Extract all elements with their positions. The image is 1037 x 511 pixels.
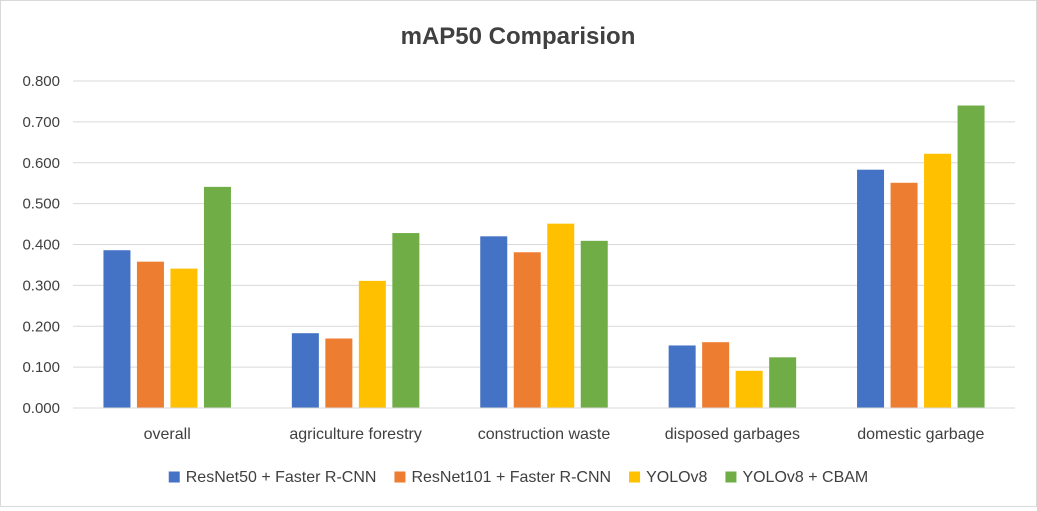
legend: ResNet50 + Faster R-CNN ResNet101 + Faste…: [168, 469, 868, 486]
legend-label: YOLOv8: [646, 469, 707, 486]
x-tick-label: construction waste: [478, 426, 611, 443]
y-tick-label: 0.200: [22, 318, 60, 335]
bar-overall-resnet50-faster-r-cnn: [103, 250, 131, 408]
bar-construction-waste-resnet50-faster-r-cnn: [480, 236, 508, 408]
y-tick-label: 0.500: [22, 196, 60, 213]
x-tick-label: disposed garbages: [665, 426, 800, 443]
bar-construction-waste-yolov8-cbam: [580, 240, 608, 408]
legend-label: ResNet50 + Faster R-CNN: [186, 469, 377, 486]
bar-agriculture-forestry-yolov8: [358, 280, 386, 408]
legend-label: ResNet101 + Faster R-CNN: [411, 469, 611, 486]
legend-swatch-resnet101-faster-r-cnn: [394, 471, 406, 483]
y-tick-label: 0.600: [22, 155, 60, 172]
chart-title: mAP50 Comparision: [401, 23, 636, 50]
legend-swatch-yolov8-cbam: [725, 471, 737, 483]
bar-disposed-garbages-yolov8-cbam: [769, 357, 797, 408]
legend-swatch-yolov8: [629, 471, 641, 483]
x-tick-label: agriculture forestry: [289, 426, 422, 443]
legend-swatch-resnet50-faster-r-cnn: [168, 471, 180, 483]
bar-disposed-garbages-resnet101-faster-r-cnn: [702, 342, 730, 408]
x-tick-label: domestic garbage: [857, 426, 984, 443]
bar-agriculture-forestry-resnet50-faster-r-cnn: [291, 333, 319, 408]
bar-domestic-garbage-resnet50-faster-r-cnn: [857, 169, 885, 408]
y-axis-ticks: 0.000 0.100 0.200 0.300 0.400 0.500 0.600 0.700…: [22, 73, 60, 417]
bar-construction-waste-resnet101-faster-r-cnn: [513, 252, 541, 408]
bar-domestic-garbage-resnet101-faster-r-cnn: [890, 182, 918, 408]
legend-label: YOLOv8 + CBAM: [742, 469, 868, 486]
y-tick-label: 0.700: [22, 114, 60, 131]
bars: [103, 105, 985, 409]
y-tick-label: 0.800: [22, 73, 60, 90]
y-tick-label: 0.400: [22, 237, 60, 254]
bar-disposed-garbages-yolov8: [735, 370, 763, 408]
x-axis-ticks: overall agriculture forestry construction …: [144, 426, 985, 443]
x-tick-label: overall: [144, 426, 191, 443]
y-tick-label: 0.100: [22, 359, 60, 376]
bar-overall-yolov8-cbam: [203, 186, 231, 408]
bar-agriculture-forestry-yolov8-cbam: [392, 233, 420, 408]
y-tick-label: 0.300: [22, 277, 60, 294]
bar-overall-resnet101-faster-r-cnn: [136, 261, 164, 408]
bar-overall-yolov8: [170, 268, 198, 408]
bar-domestic-garbage-yolov8-cbam: [957, 105, 985, 409]
bar-disposed-garbages-resnet50-faster-r-cnn: [668, 345, 696, 408]
bar-domestic-garbage-yolov8: [924, 153, 952, 408]
bar-agriculture-forestry-resnet101-faster-r-cnn: [325, 338, 353, 408]
bar-construction-waste-yolov8: [547, 223, 575, 408]
y-tick-label: 0.000: [22, 400, 60, 417]
